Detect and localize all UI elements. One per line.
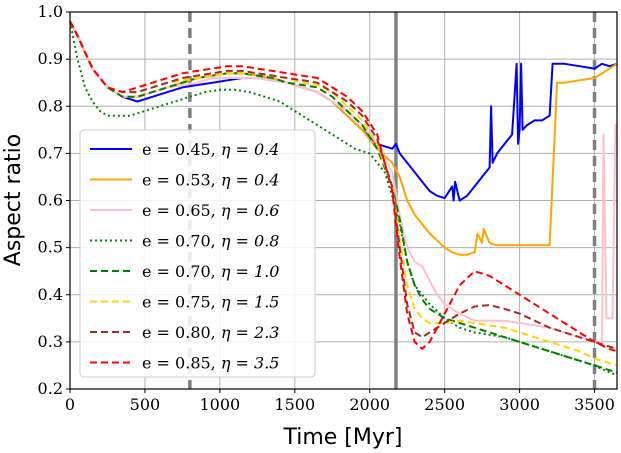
series-line-1 <box>70 20 617 256</box>
y-tick-label-5: 0.7 <box>38 143 63 162</box>
x-tick-label-7: 3500 <box>574 395 615 414</box>
y-tick-label-1: 0.3 <box>38 332 63 351</box>
y-axis-title: Aspect ratio <box>1 134 26 266</box>
series-line-4 <box>70 20 617 374</box>
y-tick-label-0: 0.2 <box>38 379 63 398</box>
y-tick-label-8: 1.0 <box>38 2 63 21</box>
y-axis-ticks: 0.2 0.3 0.4 0.5 0.6 0.7 0.8 0.9 1.0 <box>38 2 70 398</box>
series-lines <box>70 20 617 376</box>
legend-label-7: e = 0.85, η = 3.5 <box>142 354 279 373</box>
legend-label-4: e = 0.70, η = 1.0 <box>142 262 279 281</box>
y-tick-label-3: 0.5 <box>38 238 63 257</box>
y-tick-label-7: 0.9 <box>38 49 63 68</box>
x-tick-label-1: 500 <box>130 395 161 414</box>
y-tick-label-2: 0.4 <box>38 285 63 304</box>
x-tick-label-6: 3000 <box>499 395 540 414</box>
legend-label-1: e = 0.53, η = 0.4 <box>142 171 279 190</box>
x-tick-label-5: 2500 <box>424 395 465 414</box>
x-tick-label-4: 2000 <box>349 395 390 414</box>
x-tick-label-3: 1500 <box>274 395 315 414</box>
y-tick-label-4: 0.6 <box>38 191 63 210</box>
series-line-2 <box>70 20 617 343</box>
legend-label-2: e = 0.65, η = 0.6 <box>142 201 279 220</box>
legend-label-5: e = 0.75, η = 1.5 <box>142 293 279 312</box>
series-line-7 <box>70 20 617 353</box>
x-axis-ticks: 0 500 1000 1500 2000 2500 3000 3500 <box>65 389 615 414</box>
series-line-0 <box>70 20 617 202</box>
legend-box <box>79 129 316 378</box>
legend-label-3: e = 0.70, η = 0.8 <box>142 232 279 251</box>
x-tick-label-2: 1000 <box>200 395 241 414</box>
legend: e = 0.45, η = 0.4 e = 0.53, η = 0.4 e = 0.… <box>79 129 316 378</box>
x-tick-label-0: 0 <box>65 395 75 414</box>
legend-label-6: e = 0.80, η = 2.3 <box>142 323 279 342</box>
x-axis-title: Time [Myr] <box>282 425 402 450</box>
y-tick-label-6: 0.8 <box>38 96 63 115</box>
legend-label-0: e = 0.45, η = 0.4 <box>142 140 279 159</box>
series-line-6 <box>70 20 617 350</box>
